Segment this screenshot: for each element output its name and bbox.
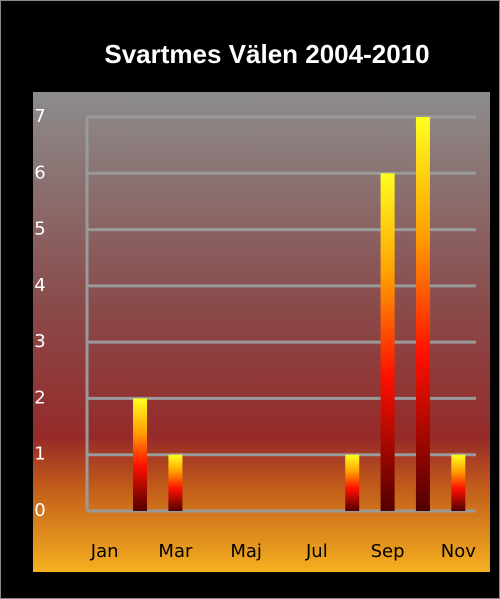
y-tick-label: 1 [34, 444, 45, 465]
x-tick-label: Nov [441, 541, 476, 562]
y-tick-label: 5 [34, 219, 45, 240]
y-tick-label: 2 [34, 387, 45, 408]
x-tick-label: Jan [90, 541, 119, 562]
x-tick-label: Mar [158, 541, 193, 562]
chart-title: Svartmes Välen 2004-2010 [104, 39, 429, 69]
y-tick-label: 4 [34, 275, 45, 296]
y-tick-label: 6 [34, 162, 45, 183]
x-tick-label: Jul [305, 541, 328, 562]
bar [451, 454, 466, 511]
bar [415, 117, 430, 511]
y-tick-label: 0 [34, 500, 45, 521]
x-tick-label: Sep [371, 541, 405, 562]
bar [168, 454, 183, 511]
bar [133, 398, 148, 511]
bar [345, 454, 360, 511]
y-tick-label: 3 [34, 331, 45, 352]
x-tick-label: Maj [230, 541, 262, 562]
bar [380, 173, 395, 512]
y-tick-label: 7 [34, 106, 45, 127]
